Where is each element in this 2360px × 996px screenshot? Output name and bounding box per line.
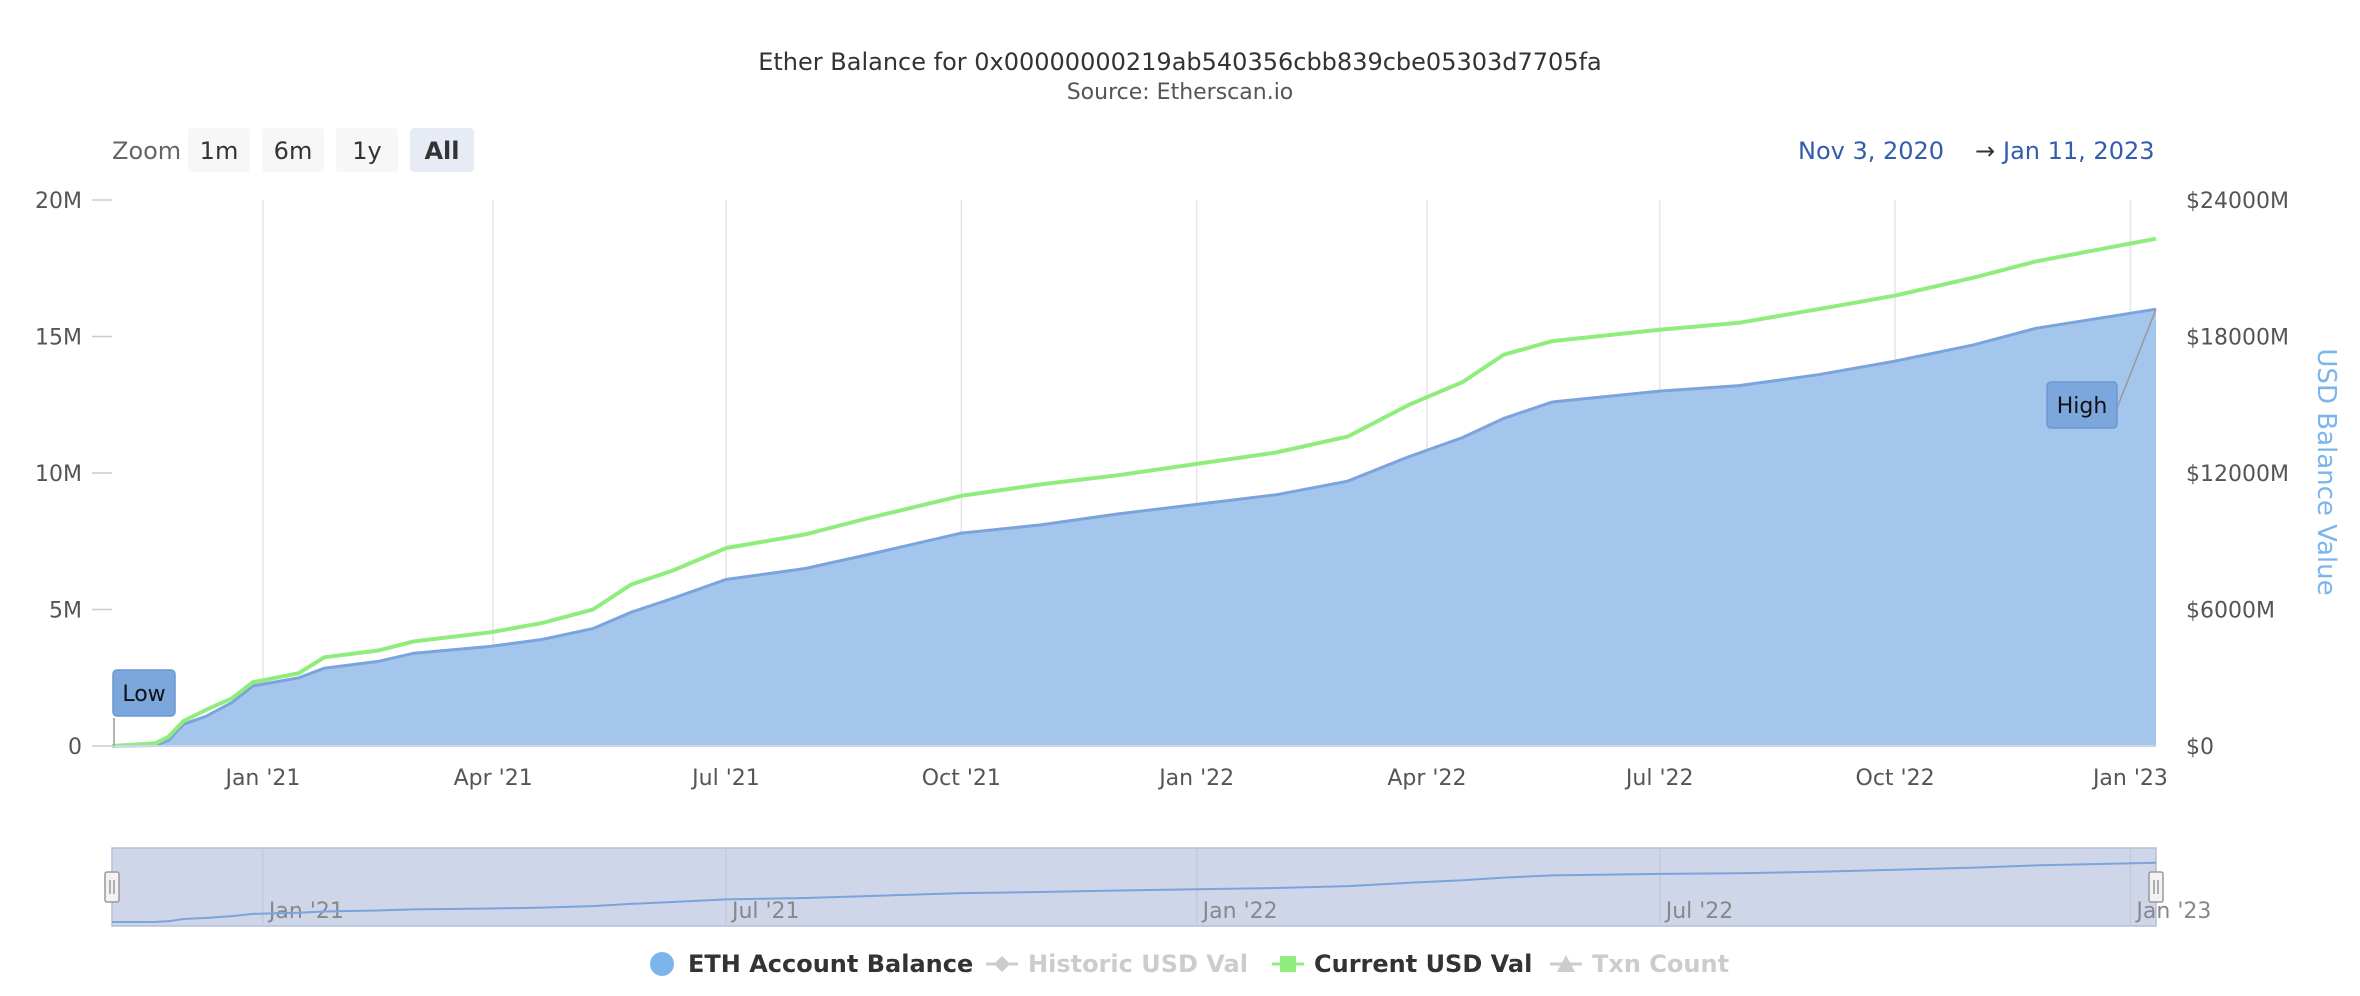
- date-range: Nov 3, 2020 → Jan 11, 2023: [1798, 137, 2155, 165]
- x-tick-label: Oct '22: [1856, 766, 1935, 791]
- zoom-button-label: All: [424, 137, 459, 165]
- navigator-handle-right[interactable]: [2148, 871, 2164, 903]
- high-annotation-label: High: [2057, 394, 2108, 419]
- current-usd-line: [111, 236, 2157, 748]
- legend-item-txn-count[interactable]: Txn Count: [1550, 950, 1729, 978]
- navigator-tick-label: Jul '21: [730, 899, 800, 924]
- annotations: Low High: [112, 308, 2157, 746]
- chart-title: Ether Balance for 0x00000000219ab540356c…: [758, 48, 1602, 76]
- range-arrow: →: [1975, 137, 1995, 165]
- y-tick-label: 10M: [35, 462, 82, 487]
- chart-subtitle: Source: Etherscan.io: [1067, 80, 1294, 105]
- x-tick-label: Apr '22: [1387, 766, 1466, 791]
- navigator-mask[interactable]: [111, 847, 2157, 927]
- legend-item-eth-balance[interactable]: ETH Account Balance: [650, 950, 973, 978]
- x-tick-label: Oct '21: [922, 766, 1001, 791]
- y2-tick-label: $24000M: [2186, 189, 2289, 214]
- legend-item-historic-usd[interactable]: Historic USD Val: [986, 950, 1248, 978]
- legend-symbol-circle: [650, 952, 674, 976]
- x-axis: Jan '21 Apr '21 Jul '21 Oct '21 Jan '22 Apr '…: [223, 766, 2167, 791]
- zoom-label: Zoom: [112, 137, 181, 165]
- legend-symbol-triangle: [1557, 955, 1575, 972]
- plot-area: [111, 236, 2157, 748]
- legend-item-current-usd[interactable]: Current USD Val: [1272, 950, 1532, 978]
- y2-tick-label: $12000M: [2186, 462, 2289, 487]
- zoom-button-label: 1y: [352, 137, 381, 165]
- x-tick-label: Jan '22: [1157, 766, 1234, 791]
- y-tick-label: 0: [68, 735, 82, 760]
- legend-symbol-diamond: [994, 956, 1010, 972]
- legend-label: Historic USD Val: [1028, 950, 1248, 978]
- zoom-button-6m[interactable]: 6m: [262, 128, 324, 172]
- low-annotation-label: Low: [122, 682, 165, 707]
- navigator-series: [111, 861, 2157, 923]
- y2-axis-title: USD Balance Value: [2311, 348, 2341, 595]
- zoom-control: Zoom 1m 6m 1y All: [112, 128, 474, 172]
- y-axis-left: 0 5M 10M 15M 20M: [35, 189, 112, 760]
- y-tick-label: 15M: [35, 326, 82, 351]
- y-axis-right: $0 $6000M $12000M $18000M $24000M: [2186, 189, 2289, 760]
- zoom-button-1y[interactable]: 1y: [336, 128, 398, 172]
- navigator[interactable]: Jan '21 Jul '21 Jan '22 Jul '22 Jan '23: [104, 847, 2211, 927]
- legend-label: ETH Account Balance: [688, 950, 973, 978]
- zoom-button-all[interactable]: All: [410, 128, 474, 172]
- legend-label: Txn Count: [1592, 950, 1729, 978]
- x-tick-label: Jul '21: [690, 766, 760, 791]
- zoom-button-label: 1m: [200, 137, 239, 165]
- x-tick-label: Apr '21: [454, 766, 533, 791]
- x-tick-label: Jan '23: [2091, 766, 2168, 791]
- navigator-tick-label: Jan '22: [1201, 899, 1278, 924]
- y2-tick-label: $6000M: [2186, 599, 2275, 624]
- y-tick-label: 5M: [49, 599, 82, 624]
- zoom-button-1m[interactable]: 1m: [188, 128, 250, 172]
- y-tick-label: 20M: [35, 189, 82, 214]
- y2-tick-label: $18000M: [2186, 326, 2289, 351]
- legend-symbol-square: [1280, 956, 1296, 972]
- range-to-input[interactable]: Jan 11, 2023: [2001, 137, 2155, 165]
- navigator-handle-left[interactable]: [104, 871, 120, 903]
- high-annotation: High: [2046, 308, 2157, 429]
- eth-balance-area: [112, 309, 2156, 746]
- navigator-tick-label: Jul '22: [1664, 899, 1734, 924]
- zoom-button-label: 6m: [274, 137, 313, 165]
- x-tick-label: Jul '22: [1624, 766, 1694, 791]
- eth-balance-line: [111, 307, 2157, 748]
- legend-label: Current USD Val: [1314, 950, 1532, 978]
- x-tick-label: Jan '21: [223, 766, 300, 791]
- legend: ETH Account Balance Historic USD Val Curre…: [650, 950, 1729, 978]
- range-from-input[interactable]: Nov 3, 2020: [1798, 137, 1944, 165]
- navigator-tick-label: Jan '23: [2134, 899, 2211, 924]
- y2-tick-label: $0: [2186, 735, 2214, 760]
- low-annotation: Low: [112, 669, 176, 746]
